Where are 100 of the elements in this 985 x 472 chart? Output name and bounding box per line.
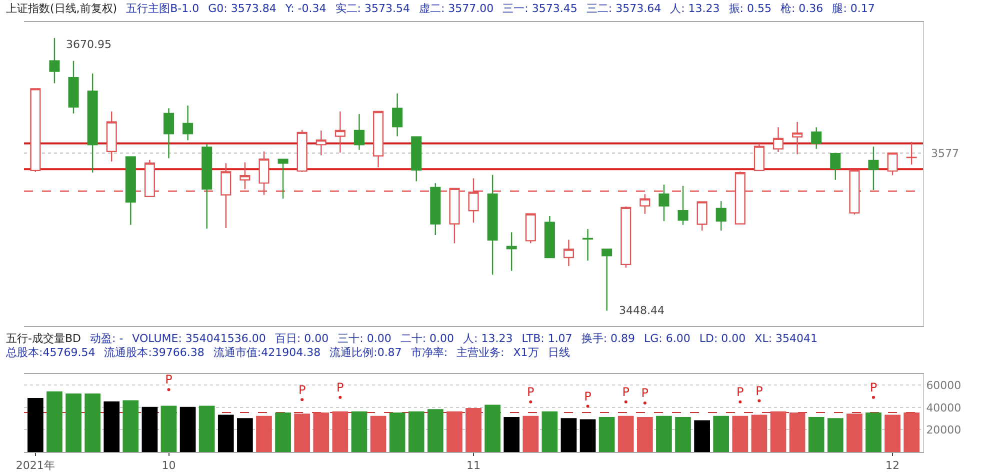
point	[624, 400, 628, 404]
candlestick	[640, 194, 650, 214]
candlestick	[620, 206, 632, 268]
bar	[636, 416, 653, 452]
candlestick	[830, 153, 841, 180]
text: 动盈: -	[90, 332, 124, 345]
bar	[142, 406, 158, 452]
chart-title: 上证指数(日线,前复权)	[6, 2, 118, 15]
bar	[408, 411, 424, 452]
annotation: 3448.44	[619, 304, 664, 317]
text: 三十: 0.00	[338, 332, 392, 345]
data-label: P	[336, 380, 344, 395]
text: VOLUME: 354041536.00	[132, 332, 266, 345]
candlestick	[316, 130, 326, 156]
candlestick	[792, 121, 803, 155]
data-label: P	[527, 384, 534, 399]
candlestick	[734, 171, 746, 224]
text: 五行主图B-1.0	[126, 2, 200, 15]
x-tick-label: 2021年	[16, 459, 55, 472]
candlestick	[754, 142, 764, 172]
bar	[904, 412, 920, 452]
point	[758, 399, 761, 402]
candlestick	[296, 129, 308, 173]
candlestick	[906, 141, 917, 166]
candlestick	[258, 150, 270, 196]
candlestick	[106, 110, 117, 162]
text: 人: 13.23	[670, 2, 720, 15]
x-tick-label: 10	[162, 459, 176, 472]
candlestick	[430, 182, 441, 236]
candlestick	[716, 200, 726, 232]
point	[586, 404, 590, 408]
bar	[751, 414, 768, 452]
text: 换手: 0.89	[581, 332, 636, 345]
ref-line-label: 3577	[931, 147, 959, 160]
bar	[122, 400, 139, 452]
candlestick	[849, 169, 860, 216]
bar	[827, 418, 844, 452]
data-label: P	[870, 380, 878, 395]
text: XL: 354041	[754, 332, 818, 345]
text: 人: 13.23	[463, 332, 513, 345]
bar	[66, 394, 82, 452]
candlestick	[563, 239, 574, 267]
bar	[884, 414, 900, 452]
data-label: P	[736, 384, 744, 399]
candlestick	[449, 188, 460, 244]
bar	[294, 414, 310, 452]
candlestick	[544, 215, 555, 258]
candlestick	[658, 184, 670, 222]
text: LG: 6.00	[644, 332, 690, 345]
bar	[580, 419, 596, 452]
text: 流通市值:421904.38	[213, 346, 321, 359]
candlestick	[278, 158, 288, 200]
bar	[218, 414, 234, 452]
data-label: P	[641, 386, 649, 400]
bar	[332, 411, 348, 452]
text: 振: 0.55	[728, 2, 772, 15]
bar	[846, 414, 862, 452]
bar	[275, 412, 291, 452]
candlestick	[334, 110, 346, 154]
bar	[84, 394, 100, 452]
bar	[351, 411, 368, 452]
text: LD: 0.00	[699, 332, 746, 345]
text: G0: 3573.84	[208, 2, 276, 15]
bar	[789, 412, 806, 452]
point	[872, 396, 875, 399]
y-tick-label: 60000	[926, 378, 962, 392]
text: 枪: 0.36	[780, 2, 824, 15]
candlestick	[411, 136, 422, 182]
point	[167, 388, 170, 392]
candlestick	[678, 185, 688, 226]
data-label: P	[584, 389, 592, 404]
candlestick	[602, 248, 612, 312]
bar	[237, 418, 253, 452]
candlestick	[30, 88, 41, 173]
bar	[370, 416, 386, 452]
text: 实二: 3573.54	[335, 2, 410, 15]
text: 流通股本:39766.38	[104, 346, 204, 359]
annotation: 3670.95	[66, 38, 112, 51]
candlestick	[392, 92, 403, 137]
data-label: P	[756, 384, 763, 398]
point	[738, 400, 742, 404]
candlestick	[202, 143, 212, 230]
candlestick	[144, 159, 155, 198]
bar	[732, 416, 748, 452]
bar	[560, 418, 577, 452]
bar	[598, 416, 615, 452]
bar	[542, 411, 558, 452]
candlestick	[220, 162, 232, 229]
bar	[180, 406, 196, 452]
text: 流通比例:0.87	[330, 346, 402, 359]
candlestick	[125, 156, 136, 226]
candlestick	[868, 146, 879, 191]
text: 二十: 0.00	[400, 332, 454, 345]
bar	[427, 409, 444, 452]
point	[338, 396, 342, 399]
text: 三一: 3573.45	[502, 2, 578, 15]
bar	[618, 416, 634, 452]
bar	[808, 416, 824, 452]
text: X1万	[513, 346, 539, 359]
candlestick	[772, 126, 784, 153]
